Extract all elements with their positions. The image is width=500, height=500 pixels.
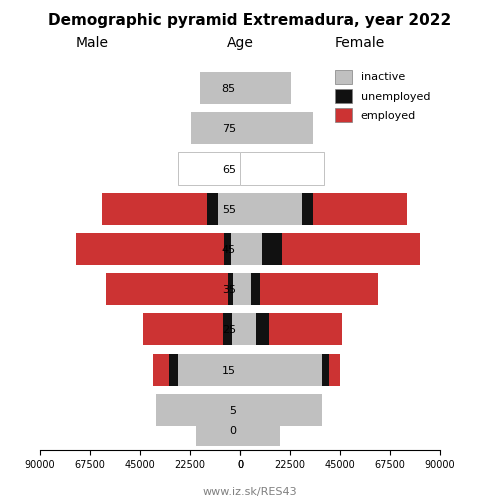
Bar	[240, 152, 324, 184]
Bar	[178, 152, 240, 184]
Bar	[191, 112, 240, 144]
Bar	[224, 233, 231, 265]
Bar	[282, 233, 420, 265]
Text: Demographic pyramid Extremadura, year 2022: Demographic pyramid Extremadura, year 20…	[48, 12, 452, 28]
Text: Age: Age	[226, 36, 254, 50]
Bar	[240, 273, 251, 306]
Bar	[156, 394, 240, 426]
Bar	[240, 394, 322, 426]
Bar	[196, 414, 240, 446]
Bar	[218, 192, 240, 225]
Bar	[256, 314, 269, 346]
Bar	[154, 354, 169, 386]
Bar	[262, 233, 282, 265]
Bar	[169, 354, 178, 386]
Bar	[144, 314, 224, 346]
Bar	[224, 314, 232, 346]
Bar	[234, 273, 240, 306]
Bar	[240, 233, 262, 265]
Bar	[329, 354, 340, 386]
Bar	[260, 273, 378, 306]
Text: Male: Male	[76, 36, 109, 50]
Bar	[102, 192, 206, 225]
Bar	[231, 233, 240, 265]
Bar	[228, 273, 234, 306]
Text: www.iz.sk/RES43: www.iz.sk/RES43	[202, 487, 298, 497]
Legend: inactive, unemployed, employed: inactive, unemployed, employed	[330, 66, 434, 126]
Bar	[240, 314, 256, 346]
Bar	[302, 192, 314, 225]
Bar	[76, 233, 225, 265]
Bar	[240, 354, 322, 386]
Bar	[314, 192, 406, 225]
Bar	[178, 354, 240, 386]
Bar	[251, 273, 260, 306]
Bar	[106, 273, 228, 306]
Bar	[240, 72, 291, 104]
Text: Female: Female	[335, 36, 385, 50]
Bar	[232, 314, 240, 346]
Bar	[200, 72, 240, 104]
Bar	[240, 414, 280, 446]
Bar	[206, 192, 218, 225]
Bar	[240, 112, 314, 144]
Bar	[269, 314, 342, 346]
Bar	[322, 354, 329, 386]
Bar	[240, 192, 302, 225]
